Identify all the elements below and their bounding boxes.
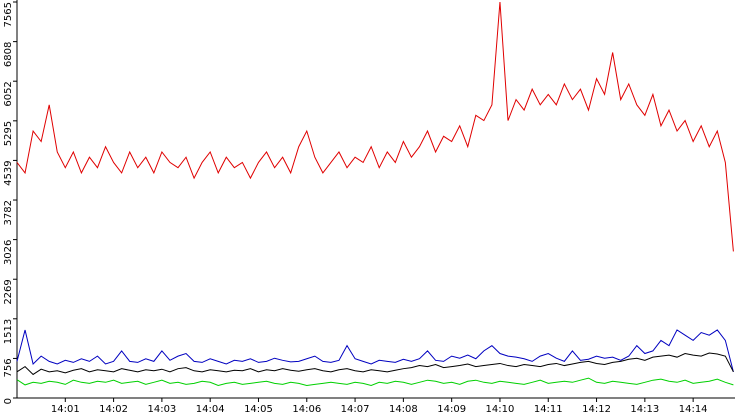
y-tick-label: 756	[3, 358, 14, 377]
series-line	[16, 352, 734, 376]
x-tick-label: 14:04	[196, 404, 225, 415]
y-tick-label: 6052	[3, 81, 14, 106]
y-tick-label: 3782	[3, 200, 14, 225]
y-tick-label: 6808	[3, 42, 14, 67]
x-tick-label: 14:01	[51, 404, 80, 415]
x-tick-label: 14:07	[341, 404, 370, 415]
x-tick-label: 14:08	[389, 404, 418, 415]
x-tick-label: 14:10	[486, 404, 515, 415]
series-line	[16, 1, 734, 252]
x-tick-label: 14:05	[244, 404, 273, 415]
series-line	[16, 329, 734, 372]
y-tick-label: 3026	[3, 240, 14, 265]
y-tick-label: 0	[3, 398, 14, 404]
x-tick-label: 14:13	[630, 404, 659, 415]
x-tick-label: 14:11	[534, 404, 563, 415]
y-tick-label: 1513	[3, 319, 14, 344]
x-tick-label: 14:09	[437, 404, 466, 415]
y-tick-label: 5295	[3, 121, 14, 146]
series-line	[16, 377, 734, 386]
y-tick-label: 4539	[3, 160, 14, 185]
x-tick-label: 14:12	[582, 404, 611, 415]
x-tick-label: 14:06	[292, 404, 321, 415]
y-tick-label: 2269	[3, 279, 14, 304]
y-tick-label: 7565	[3, 2, 14, 27]
x-tick-label: 14:14	[679, 404, 708, 415]
x-tick-label: 14:03	[147, 404, 176, 415]
x-tick-label: 14:02	[99, 404, 128, 415]
